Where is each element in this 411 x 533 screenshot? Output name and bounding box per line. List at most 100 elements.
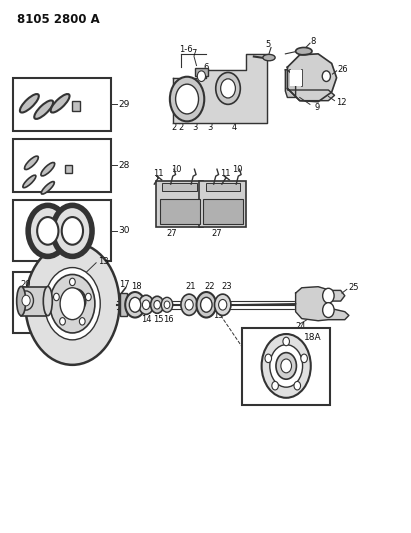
Polygon shape: [287, 54, 337, 102]
Text: 12: 12: [336, 98, 346, 107]
Circle shape: [322, 71, 330, 82]
Text: 31: 31: [119, 297, 130, 306]
Circle shape: [270, 345, 302, 387]
Ellipse shape: [17, 286, 25, 316]
Bar: [13, 78, 111, 131]
Ellipse shape: [51, 94, 69, 112]
Text: 2: 2: [171, 123, 176, 132]
Bar: [290, 70, 302, 86]
Circle shape: [281, 359, 291, 373]
Text: 8105 2800 A: 8105 2800 A: [17, 13, 100, 26]
Circle shape: [85, 293, 91, 301]
Circle shape: [216, 72, 240, 104]
Text: 3: 3: [208, 123, 213, 132]
Text: 26: 26: [337, 66, 348, 74]
Bar: [199, 181, 247, 227]
Bar: [72, 101, 80, 111]
Circle shape: [185, 300, 193, 310]
Text: 30: 30: [119, 227, 130, 236]
Bar: [242, 328, 330, 405]
Text: 1-6: 1-6: [179, 45, 192, 54]
Circle shape: [22, 295, 30, 306]
Bar: [203, 199, 243, 224]
Circle shape: [164, 301, 170, 309]
Circle shape: [139, 295, 153, 314]
Circle shape: [60, 280, 93, 322]
Polygon shape: [296, 287, 349, 321]
Ellipse shape: [25, 156, 38, 169]
Ellipse shape: [263, 54, 275, 61]
Text: 24: 24: [296, 321, 306, 330]
Ellipse shape: [43, 286, 52, 316]
Circle shape: [150, 296, 164, 313]
Bar: [195, 68, 208, 76]
Circle shape: [265, 354, 272, 362]
Bar: [65, 165, 72, 173]
Ellipse shape: [296, 47, 312, 55]
Text: 4: 4: [232, 123, 238, 132]
Circle shape: [143, 300, 150, 310]
Circle shape: [53, 293, 59, 301]
Circle shape: [196, 292, 216, 318]
Polygon shape: [173, 54, 267, 123]
Circle shape: [221, 79, 236, 98]
Ellipse shape: [34, 100, 53, 119]
Circle shape: [125, 292, 145, 318]
Text: 3: 3: [192, 123, 198, 132]
Text: 27: 27: [166, 229, 177, 238]
Bar: [13, 200, 111, 261]
Text: 9: 9: [314, 102, 319, 111]
Text: 16: 16: [163, 315, 173, 324]
Text: 27: 27: [212, 229, 222, 238]
Bar: [162, 182, 197, 191]
Ellipse shape: [23, 175, 36, 188]
Circle shape: [37, 217, 58, 245]
Text: 23: 23: [222, 282, 232, 291]
Circle shape: [44, 268, 100, 340]
Ellipse shape: [20, 94, 39, 112]
Text: 18A: 18A: [304, 333, 321, 342]
Bar: [13, 139, 111, 192]
Circle shape: [28, 205, 67, 256]
Circle shape: [262, 334, 311, 398]
Text: 21: 21: [185, 282, 196, 291]
Bar: [21, 287, 48, 316]
Bar: [156, 181, 203, 227]
Text: 13: 13: [98, 257, 109, 265]
Circle shape: [19, 291, 33, 310]
Polygon shape: [285, 70, 296, 98]
Circle shape: [67, 289, 85, 313]
Circle shape: [272, 382, 278, 390]
Circle shape: [323, 303, 334, 318]
Text: 20: 20: [21, 279, 31, 288]
Circle shape: [301, 354, 307, 362]
Circle shape: [129, 297, 141, 312]
Circle shape: [294, 382, 300, 390]
Bar: [159, 199, 200, 224]
Text: 8: 8: [310, 37, 315, 46]
Circle shape: [219, 300, 227, 310]
Circle shape: [50, 274, 95, 333]
Circle shape: [53, 205, 92, 256]
Text: 15: 15: [153, 315, 164, 324]
Circle shape: [181, 294, 197, 316]
Circle shape: [69, 278, 75, 286]
Text: 7: 7: [191, 50, 196, 58]
Circle shape: [175, 84, 199, 114]
Text: 14: 14: [141, 315, 152, 324]
Circle shape: [79, 318, 85, 325]
Circle shape: [154, 301, 160, 309]
Circle shape: [201, 297, 212, 312]
Text: 10: 10: [232, 165, 242, 174]
Text: 11: 11: [153, 169, 164, 178]
Text: 5: 5: [265, 40, 270, 49]
Text: 18: 18: [131, 282, 141, 291]
Text: 6: 6: [203, 63, 209, 71]
Ellipse shape: [41, 163, 55, 176]
Circle shape: [60, 288, 85, 320]
Ellipse shape: [41, 182, 54, 194]
Text: 29: 29: [119, 100, 130, 109]
Circle shape: [323, 288, 334, 303]
Text: 2: 2: [179, 123, 184, 132]
Bar: [13, 272, 111, 333]
